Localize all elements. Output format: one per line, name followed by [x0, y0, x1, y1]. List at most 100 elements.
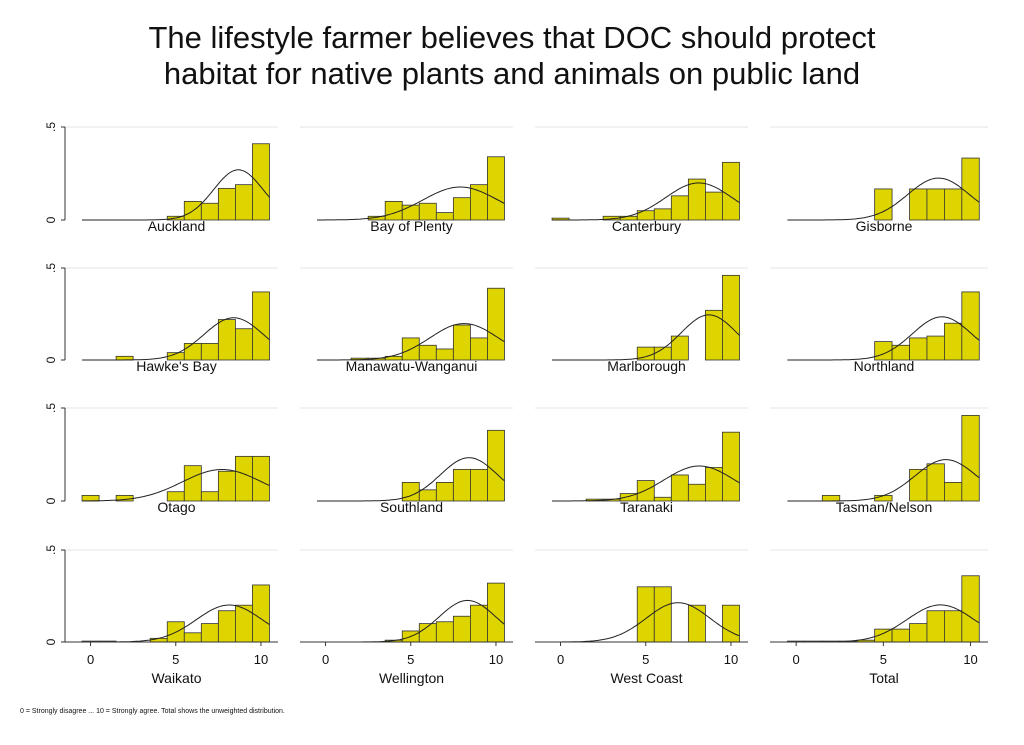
panel-label: Hawke's Bay: [136, 358, 216, 374]
normal-curve: [82, 469, 270, 502]
histogram-bar: [469, 468, 488, 502]
histogram-bar: [234, 184, 253, 221]
panel-label: Tasman/Nelson: [836, 499, 933, 515]
histogram-bar: [705, 191, 723, 221]
y-tick-label: 0: [44, 356, 58, 363]
panel-label: Southland: [380, 499, 443, 515]
histogram-bar: [944, 322, 963, 361]
histogram-bar: [653, 586, 672, 643]
normal-curve: [82, 317, 270, 361]
histogram-bar: [183, 632, 202, 643]
panel: 0 .5 Otago: [44, 403, 278, 515]
normal-curve: [787, 459, 980, 502]
normal-curve: [552, 314, 740, 361]
histogram-bar: [944, 610, 963, 643]
histogram-bar: [418, 202, 437, 221]
normal-curve: [317, 457, 505, 502]
normal-curve: [787, 316, 980, 361]
histogram-bar: [961, 157, 980, 221]
normal-curve: [82, 169, 270, 221]
histogram-bar: [926, 610, 945, 643]
histogram-bar: [670, 474, 689, 502]
x-tick-label: 5: [407, 652, 414, 667]
histogram-bar: [670, 195, 689, 221]
y-tick-label: .5: [44, 263, 58, 273]
histogram-bar: [487, 429, 505, 502]
y-tick-label: .5: [44, 122, 58, 132]
x-tick-label: 10: [724, 652, 738, 667]
histogram-bar: [687, 604, 706, 643]
histogram-bar: [234, 455, 253, 502]
y-tick-label: 0: [44, 497, 58, 504]
panel-label: West Coast: [610, 670, 682, 686]
histogram-bar: [909, 337, 928, 361]
histogram-bar: [874, 188, 893, 221]
panel: Tasman/Nelson: [770, 407, 988, 515]
panel-label: Bay of Plenty: [370, 218, 453, 234]
histogram-bar: [452, 615, 471, 643]
histogram-bar: [670, 335, 689, 361]
histogram-bar: [252, 584, 270, 643]
panel-label: Gisborne: [856, 218, 913, 234]
histogram-bar: [452, 197, 471, 221]
histogram-bar: [234, 604, 253, 643]
y-tick-label: 0: [44, 216, 58, 223]
histogram-bar: [926, 463, 945, 502]
x-tick-label: 5: [172, 652, 179, 667]
histogram-bar: [487, 156, 505, 221]
footnote: 0 = Strongly disagree ... 10 = Strongly …: [20, 708, 285, 715]
panel-label: Total: [869, 670, 899, 686]
x-tick-label: 10: [963, 652, 977, 667]
normal-curve: [787, 177, 980, 221]
histogram-bar: [636, 480, 655, 502]
panel: 0 .5 Hawke's Bay: [44, 263, 278, 374]
panel: Manawatu-Wanganui: [300, 267, 513, 374]
panel: 0 .5 0 5 10 Waikato: [44, 545, 278, 686]
histogram-bar: [909, 188, 928, 221]
y-tick-label: .5: [44, 403, 58, 413]
normal-curve: [317, 322, 505, 361]
histogram-bar: [891, 628, 910, 643]
histogram-bar: [961, 415, 980, 502]
histogram-bar: [217, 470, 236, 502]
histogram-bar: [926, 335, 945, 361]
histogram-bar: [909, 623, 928, 643]
histogram-bar: [252, 291, 270, 361]
histogram-bar: [200, 491, 219, 502]
histogram-bar: [687, 178, 706, 221]
y-tick-label: .5: [44, 545, 58, 555]
panel: 0 5 10 Total: [770, 549, 988, 686]
panel-label: Waikato: [151, 670, 201, 686]
x-tick-label: 10: [254, 652, 268, 667]
histogram-bar: [722, 161, 740, 221]
histogram-bar: [452, 324, 471, 361]
panel: 0 5 10 Wellington: [300, 549, 513, 686]
histogram-bar: [469, 604, 488, 643]
panel: Northland: [770, 267, 988, 374]
histogram-bar: [722, 604, 740, 643]
histogram-bar: [217, 187, 236, 221]
x-tick-label: 0: [322, 652, 329, 667]
histogram-bar: [252, 143, 270, 221]
histogram-bar: [705, 467, 723, 502]
normal-curve: [552, 465, 740, 502]
histogram-bar: [944, 481, 963, 502]
histogram-bar: [217, 319, 236, 361]
x-tick-label: 0: [793, 652, 800, 667]
histogram-bar: [217, 610, 236, 643]
panel: Gisborne: [770, 126, 988, 234]
histogram-bar: [722, 274, 740, 361]
panel-label: Otago: [157, 499, 195, 515]
normal-curve: [317, 186, 505, 221]
histogram-bar: [487, 582, 505, 643]
panel: Bay of Plenty: [300, 126, 513, 234]
histogram-bar: [944, 188, 963, 221]
histogram-bar: [435, 621, 454, 643]
panel-label: Northland: [854, 358, 915, 374]
histogram-bar: [722, 431, 740, 502]
panel: Marlborough: [535, 267, 748, 374]
x-tick-label: 0: [557, 652, 564, 667]
panel-label: Canterbury: [612, 218, 681, 234]
histogram-bar: [469, 184, 488, 221]
